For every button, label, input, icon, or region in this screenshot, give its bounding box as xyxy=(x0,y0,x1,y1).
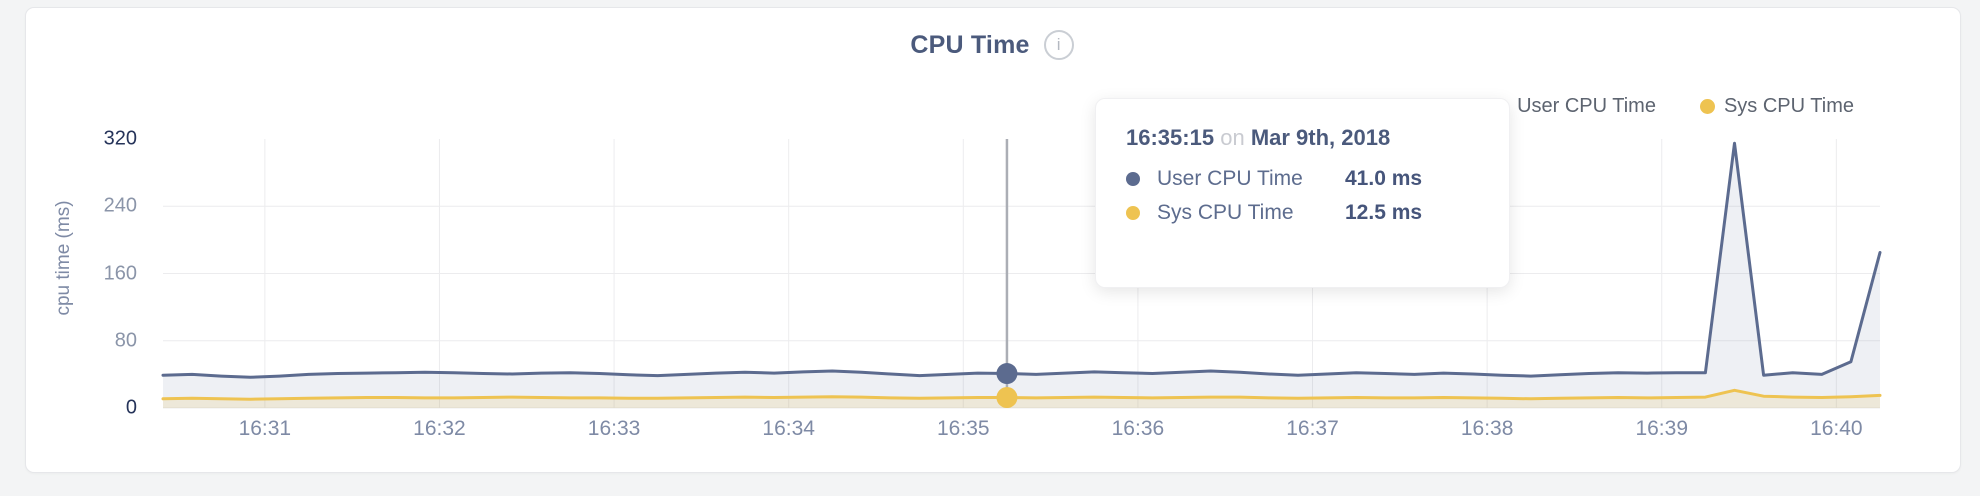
selected-point-marker xyxy=(996,363,1018,385)
area-fill xyxy=(163,143,1880,408)
tooltip-row: Sys CPU Time 12.5 ms xyxy=(1126,201,1509,225)
tooltip-series-value: 41.0 ms xyxy=(1345,167,1423,190)
x-tick-label: 16:35 xyxy=(937,417,990,440)
y-tick-label: 160 xyxy=(103,262,137,284)
chart-header: CPU Time i xyxy=(25,28,1959,62)
y-tick-label: 0 xyxy=(125,396,137,419)
x-tick-label: 16:31 xyxy=(238,417,292,440)
series-line xyxy=(161,388,1882,401)
chart-title: CPU Time xyxy=(910,30,1030,59)
x-tick-label: 16:32 xyxy=(413,417,466,440)
tooltip-series-dot xyxy=(1126,206,1140,220)
y-tick-label: 80 xyxy=(114,329,137,352)
tooltip-series-label: User CPU Time xyxy=(1157,167,1303,190)
tooltip-connector: on xyxy=(1220,125,1245,150)
tooltip-time: 16:35:15 xyxy=(1126,125,1215,150)
x-tick-label: 16:33 xyxy=(587,417,641,440)
info-icon[interactable]: i xyxy=(1043,30,1074,60)
x-tick-label: 16:39 xyxy=(1635,417,1689,440)
y-tick-label: 320 xyxy=(103,127,137,150)
legend-label: User CPU Time xyxy=(1517,95,1656,117)
selected-point-marker xyxy=(996,386,1018,408)
x-tick-label: 16:36 xyxy=(1111,417,1165,440)
x-tick-label: 16:34 xyxy=(762,417,815,440)
series-line xyxy=(161,141,1882,379)
plot-hover-area[interactable] xyxy=(163,139,1880,408)
tooltip-row: User CPU Time 41.0 ms xyxy=(1126,167,1509,191)
legend-dot xyxy=(1699,99,1715,114)
tooltip-series-label: Sys CPU Time xyxy=(1157,201,1294,224)
x-tick-label: 16:38 xyxy=(1460,417,1514,440)
tooltip-series-value: 12.5 ms xyxy=(1345,201,1423,224)
legend-item[interactable]: User CPU Time xyxy=(1493,95,1656,118)
tooltip-date: Mar 9th, 2018 xyxy=(1250,125,1391,150)
y-tick-label: 240 xyxy=(103,194,137,217)
legend-label: Sys CPU Time xyxy=(1723,95,1854,117)
legend-item[interactable]: Sys CPU Time xyxy=(1699,95,1854,118)
x-tick-label: 16:37 xyxy=(1286,417,1339,440)
tooltip-title: 16:35:15 on Mar 9th, 2018 xyxy=(1126,123,1509,153)
chart-card xyxy=(25,7,1961,473)
tooltip-series-dot xyxy=(1126,172,1140,186)
tooltip-rows: User CPU Time 41.0 ms Sys CPU Time 12.5 ms xyxy=(1126,167,1509,225)
x-tick-label: 16:40 xyxy=(1810,417,1863,440)
chart-tooltip: 16:35:15 on Mar 9th, 2018 User CPU Time 4… xyxy=(1095,98,1510,288)
legend: User CPU Time Sys CPU Time xyxy=(1493,95,1854,118)
